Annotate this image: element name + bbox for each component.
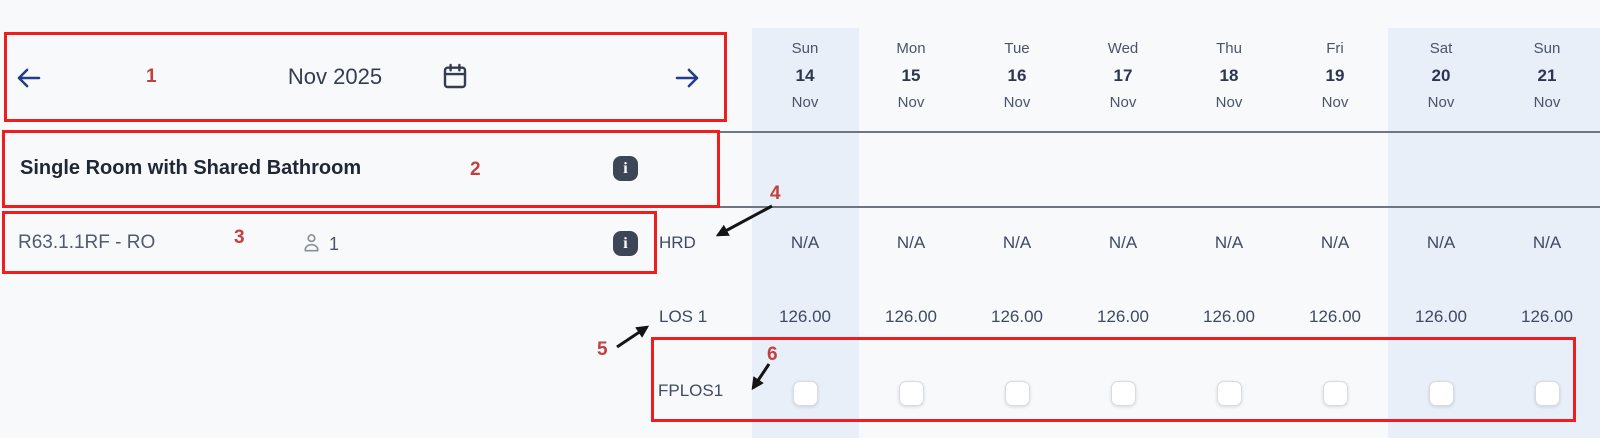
day-number: 20 <box>1431 66 1451 85</box>
los-rate-cell[interactable]: 126.00 <box>1521 307 1573 326</box>
day-month: Nov <box>1321 94 1349 111</box>
room-info-icon[interactable]: i <box>613 156 638 181</box>
fplos-checkbox[interactable] <box>1322 381 1348 406</box>
day-number: 18 <box>1219 66 1239 85</box>
day-number: 17 <box>1113 66 1133 85</box>
day-number: 14 <box>795 66 815 85</box>
info-glyph: i <box>623 159 628 177</box>
calendar-picker-button[interactable] <box>439 61 471 93</box>
rate-plan-info-icon[interactable]: i <box>613 231 638 256</box>
day-weekday: Tue <box>1004 40 1030 57</box>
day-header-cell: Tue 16 Nov <box>964 41 1070 120</box>
fplos-checkbox[interactable] <box>1428 381 1454 406</box>
hrd-value-cell: N/A <box>896 233 926 252</box>
los-rate-cell[interactable]: 126.00 <box>779 307 831 326</box>
fplos-cell <box>1388 381 1494 406</box>
hrd-value-cell: N/A <box>1214 233 1244 252</box>
day-header-cell: Fri 19 Nov <box>1282 41 1388 120</box>
annotation-number-3: 3 <box>234 227 245 248</box>
row-label-hrd: HRD <box>659 233 696 252</box>
fplos-cell <box>1176 381 1282 406</box>
annotation-number-5: 5 <box>597 339 608 360</box>
annotation-arrow-5 <box>616 325 650 349</box>
fplos-checkbox[interactable] <box>1534 381 1560 406</box>
hrd-value-cell: N/A <box>1002 233 1032 252</box>
annotation-number-4: 4 <box>770 183 781 204</box>
day-header-cell: Thu 18 Nov <box>1176 41 1282 120</box>
fplos-checkbox[interactable] <box>1216 381 1242 406</box>
hrd-value-cell: N/A <box>1426 233 1456 252</box>
occupancy-count: 1 <box>329 234 340 254</box>
day-month: Nov <box>1427 94 1455 111</box>
los-rate-cell[interactable]: 126.00 <box>1309 307 1361 326</box>
day-number: 21 <box>1537 66 1557 85</box>
row-label-fplos1: FPLOS1 <box>658 381 724 400</box>
day-header-cell: Wed 17 Nov <box>1070 41 1176 120</box>
fplos-cell <box>1282 381 1388 406</box>
fplos-checkbox[interactable] <box>898 381 924 406</box>
fplos-cell <box>858 381 964 406</box>
day-number: 15 <box>901 66 921 85</box>
left-arrow-icon <box>17 68 41 88</box>
fplos-cell <box>1494 381 1600 406</box>
day-header-row: Sun 14 Nov Mon 15 Nov Tue 16 Nov Wed 17 … <box>752 41 1600 120</box>
hrd-value-cell: N/A <box>790 233 820 252</box>
los-rate-cell[interactable]: 126.00 <box>885 307 937 326</box>
day-weekday: Sun <box>1533 40 1561 57</box>
day-header-cell: Mon 15 Nov <box>858 41 964 120</box>
day-header-cell: Sun 21 Nov <box>1494 41 1600 120</box>
occupancy-indicator <box>300 231 323 254</box>
fplos1-row <box>752 381 1600 406</box>
month-label: Nov 2025 <box>287 64 383 89</box>
day-month: Nov <box>1003 94 1031 111</box>
fplos-cell <box>964 381 1070 406</box>
hrd-value-cell: N/A <box>1532 233 1562 252</box>
fplos-cell <box>1070 381 1176 406</box>
annotation-number-2: 2 <box>470 159 481 180</box>
right-arrow-icon <box>675 68 699 88</box>
row-label-los1: LOS 1 <box>659 307 708 326</box>
day-number: 19 <box>1325 66 1345 85</box>
hrd-value-cell: N/A <box>1108 233 1138 252</box>
day-weekday: Sun <box>791 40 819 57</box>
rate-plan-code: R63.1.1RF - RO <box>18 232 156 253</box>
hrd-value-cell: N/A <box>1320 233 1350 252</box>
row-separator <box>718 206 1600 208</box>
los1-row: 126.00 126.00 126.00 126.00 126.00 126.0… <box>752 307 1600 327</box>
day-number: 16 <box>1007 66 1027 85</box>
info-glyph: i <box>623 234 628 252</box>
annotation-number-6: 6 <box>767 344 778 365</box>
calendar-icon <box>443 63 467 89</box>
day-month: Nov <box>791 94 819 111</box>
day-weekday: Mon <box>896 40 926 57</box>
prev-month-button[interactable] <box>14 63 44 93</box>
day-header-cell: Sat 20 Nov <box>1388 41 1494 120</box>
day-weekday: Fri <box>1326 40 1344 57</box>
weekend-column-highlight <box>1388 28 1600 438</box>
fplos-checkbox[interactable] <box>792 381 818 406</box>
day-weekday: Wed <box>1107 40 1139 57</box>
day-month: Nov <box>897 94 925 111</box>
hrd-row: N/A N/A N/A N/A N/A N/A N/A N/A <box>752 233 1600 253</box>
day-header-cell: Sun 14 Nov <box>752 41 858 120</box>
day-month: Nov <box>1533 94 1561 111</box>
los-rate-cell[interactable]: 126.00 <box>1097 307 1149 326</box>
day-weekday: Thu <box>1216 40 1242 57</box>
los-rate-cell[interactable]: 126.00 <box>991 307 1043 326</box>
next-month-button[interactable] <box>672 63 702 93</box>
fplos-checkbox[interactable] <box>1004 381 1030 406</box>
los-rate-cell[interactable]: 126.00 <box>1415 307 1467 326</box>
row-separator <box>718 131 1600 133</box>
los-rate-cell[interactable]: 126.00 <box>1203 307 1255 326</box>
person-icon <box>304 234 319 252</box>
fplos-cell <box>752 381 858 406</box>
day-month: Nov <box>1109 94 1137 111</box>
day-weekday: Sat <box>1429 40 1453 57</box>
day-month: Nov <box>1215 94 1243 111</box>
annotation-number-1: 1 <box>146 66 157 87</box>
room-type-name: Single Room with Shared Bathroom <box>20 157 362 179</box>
fplos-checkbox[interactable] <box>1110 381 1136 406</box>
